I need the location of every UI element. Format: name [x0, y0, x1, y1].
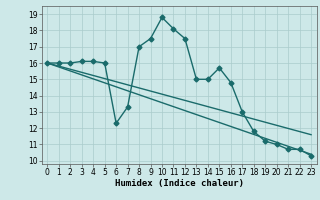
- X-axis label: Humidex (Indice chaleur): Humidex (Indice chaleur): [115, 179, 244, 188]
